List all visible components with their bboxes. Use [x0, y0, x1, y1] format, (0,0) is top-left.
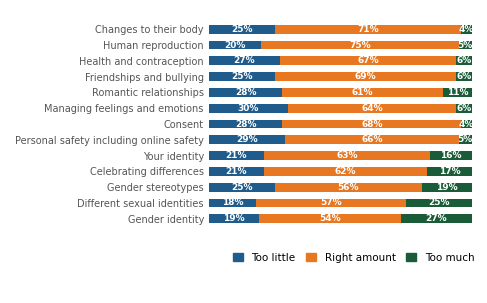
- Text: 5%: 5%: [458, 41, 473, 50]
- Text: 56%: 56%: [337, 183, 359, 192]
- Bar: [209, 151, 264, 160]
- Text: 19%: 19%: [223, 214, 244, 223]
- Bar: [422, 183, 472, 191]
- Bar: [461, 120, 472, 128]
- Bar: [209, 167, 264, 176]
- Text: 29%: 29%: [236, 135, 258, 144]
- Text: 75%: 75%: [349, 41, 371, 50]
- Bar: [459, 135, 472, 144]
- Bar: [401, 215, 472, 223]
- Text: 69%: 69%: [355, 72, 376, 81]
- Bar: [461, 25, 472, 34]
- Bar: [459, 41, 472, 49]
- Text: 19%: 19%: [436, 183, 458, 192]
- Text: 64%: 64%: [361, 104, 383, 113]
- Bar: [275, 72, 456, 81]
- Text: 21%: 21%: [225, 151, 247, 160]
- Text: 6%: 6%: [456, 56, 471, 65]
- Bar: [209, 135, 285, 144]
- Text: 61%: 61%: [352, 88, 374, 97]
- Bar: [209, 41, 262, 49]
- Bar: [209, 104, 288, 113]
- Bar: [264, 167, 427, 176]
- Text: 5%: 5%: [458, 135, 473, 144]
- Text: 6%: 6%: [456, 72, 471, 81]
- Bar: [209, 183, 275, 191]
- Bar: [209, 120, 282, 128]
- Bar: [264, 151, 430, 160]
- Text: 71%: 71%: [357, 25, 379, 34]
- Text: 4%: 4%: [459, 119, 474, 128]
- Bar: [288, 104, 456, 113]
- Bar: [275, 183, 422, 191]
- Text: 25%: 25%: [231, 183, 252, 192]
- Bar: [427, 167, 472, 176]
- Text: 28%: 28%: [235, 119, 256, 128]
- Bar: [406, 199, 472, 207]
- Bar: [443, 88, 472, 97]
- Text: 68%: 68%: [361, 119, 383, 128]
- Text: 62%: 62%: [335, 167, 356, 176]
- Text: 63%: 63%: [336, 151, 357, 160]
- Bar: [282, 88, 443, 97]
- Text: 27%: 27%: [233, 56, 255, 65]
- Text: 28%: 28%: [235, 88, 256, 97]
- Legend: Too little, Right amount, Too much: Too little, Right amount, Too much: [228, 249, 479, 267]
- Text: 54%: 54%: [319, 214, 340, 223]
- Bar: [280, 56, 456, 65]
- Text: 11%: 11%: [447, 88, 468, 97]
- Bar: [456, 72, 472, 81]
- Text: 17%: 17%: [439, 167, 460, 176]
- Bar: [262, 41, 459, 49]
- Text: 30%: 30%: [238, 104, 259, 113]
- Text: 25%: 25%: [231, 25, 252, 34]
- Bar: [259, 215, 401, 223]
- Text: 18%: 18%: [222, 198, 243, 208]
- Bar: [285, 135, 459, 144]
- Bar: [275, 25, 461, 34]
- Bar: [456, 56, 472, 65]
- Bar: [282, 120, 461, 128]
- Bar: [209, 72, 275, 81]
- Text: 16%: 16%: [440, 151, 462, 160]
- Bar: [430, 151, 472, 160]
- Bar: [209, 215, 259, 223]
- Bar: [209, 199, 256, 207]
- Bar: [209, 25, 275, 34]
- Text: 20%: 20%: [225, 41, 246, 50]
- Bar: [209, 88, 282, 97]
- Text: 21%: 21%: [225, 167, 247, 176]
- Bar: [456, 104, 472, 113]
- Text: 4%: 4%: [459, 25, 474, 34]
- Bar: [209, 56, 280, 65]
- Text: 67%: 67%: [357, 56, 379, 65]
- Text: 25%: 25%: [231, 72, 252, 81]
- Bar: [256, 199, 406, 207]
- Text: 6%: 6%: [456, 104, 471, 113]
- Text: 25%: 25%: [428, 198, 450, 208]
- Text: 27%: 27%: [426, 214, 447, 223]
- Text: 66%: 66%: [361, 135, 383, 144]
- Text: 57%: 57%: [320, 198, 342, 208]
